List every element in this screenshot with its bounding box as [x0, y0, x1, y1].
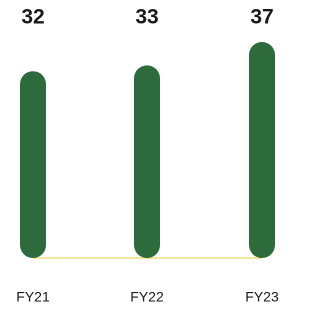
value-label: 33: [135, 6, 158, 29]
bar: [249, 42, 275, 258]
bar: [134, 65, 160, 258]
x-tick-label: FY22: [130, 289, 164, 305]
value-label: 32: [21, 6, 44, 29]
x-tick-label: FY23: [245, 289, 279, 305]
bar: [20, 71, 46, 258]
x-tick-label: FY21: [16, 289, 50, 305]
value-label: 37: [250, 6, 273, 29]
page: 32FY2133FY2237FY23 (() => { const data =…: [0, 0, 320, 310]
chart: 32 FY21 33 FY22 37 FY23: [0, 0, 283, 310]
